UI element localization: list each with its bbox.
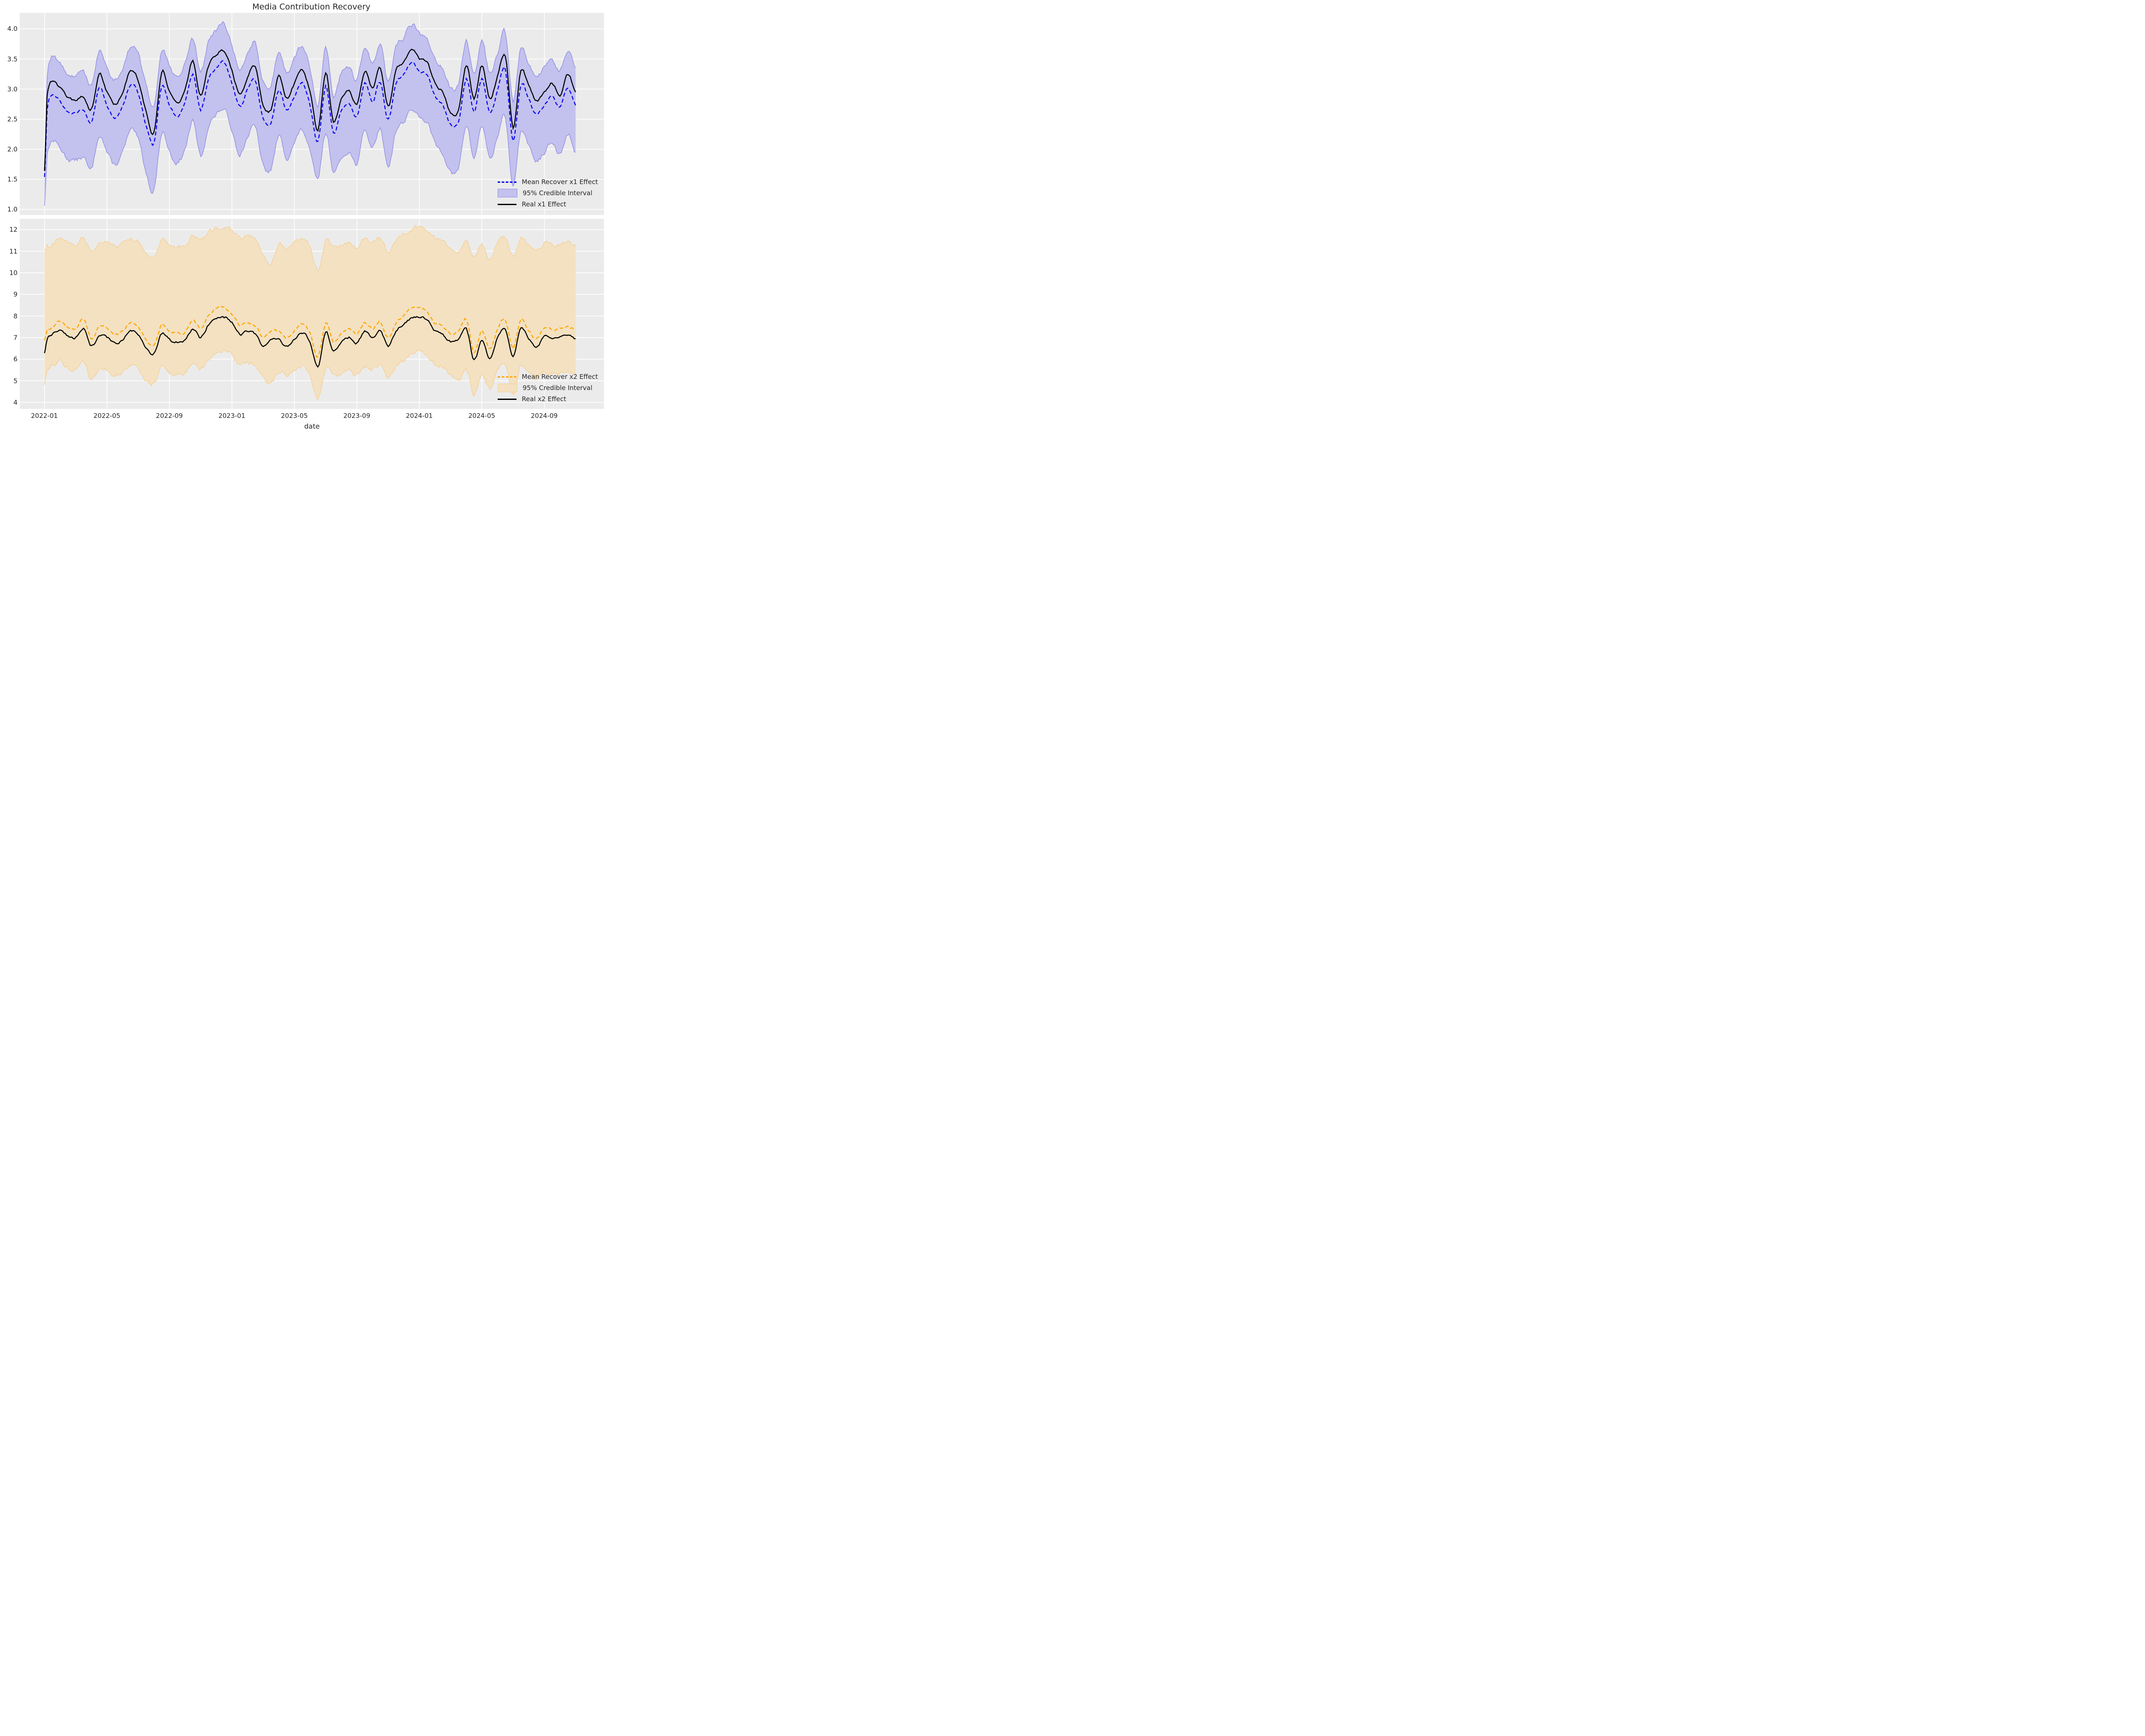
x-tick-label: 2024-01 [405, 412, 433, 420]
y-tick-label: 4.0 [7, 25, 18, 33]
x2-mean-line-swatch [498, 376, 517, 378]
x1-mean-recover-line [44, 60, 576, 177]
x2-mean-recover-line [44, 305, 576, 358]
y-tick-label: 1.0 [7, 206, 18, 214]
y-tick-label: 3.5 [7, 55, 18, 63]
y-tick-label: 12 [9, 226, 18, 234]
x-axis-label: date [304, 422, 320, 430]
legend-label: Real x1 Effect [522, 200, 566, 209]
y-tick-label: 8 [13, 312, 18, 320]
y-tick-label: 11 [9, 247, 18, 255]
x1-credible-interval-band [44, 21, 576, 206]
x-tick-label: 2022-01 [31, 412, 58, 420]
x2-real-line-swatch [498, 398, 517, 400]
legend-item: Mean Recover x1 Effect [498, 178, 598, 186]
x1-band-upper-edge [44, 21, 576, 166]
plot-area-x2: Mean Recover x2 Effect 95% Credible Inter… [19, 219, 604, 409]
legend-item: Real x2 Effect [498, 395, 598, 403]
legend-item: 95% Credible Interval [498, 384, 598, 392]
y-tick-label: 1.5 [7, 175, 18, 184]
legend-item: Real x1 Effect [498, 200, 598, 208]
legend-label: Mean Recover x1 Effect [522, 178, 598, 186]
x2-band-lower-edge [44, 349, 576, 400]
y-tick-label: 9 [13, 290, 18, 299]
x1-real-line-swatch [498, 203, 517, 205]
y-tick-label: 2.0 [7, 145, 18, 153]
y-tick-label: 3.0 [7, 85, 18, 93]
credible-interval-swatch [498, 189, 518, 198]
plot-area-x1: Mean Recover x1 Effect 95% Credible Inter… [19, 13, 604, 215]
legend-item: Mean Recover x2 Effect [498, 373, 598, 381]
y-tick-label: 10 [9, 269, 18, 277]
legend-label: Real x2 Effect [522, 395, 566, 403]
x-tick-label: 2024-05 [468, 412, 495, 420]
legend-label: 95% Credible Interval [523, 384, 592, 392]
x-tick-label: 2022-09 [156, 412, 183, 420]
y-tick-label: 4 [13, 398, 18, 406]
x1-mean-line-swatch [498, 181, 517, 183]
legend-x1: Mean Recover x1 Effect 95% Credible Inter… [498, 178, 598, 208]
x2-real-effect-line [44, 316, 576, 368]
y-tick-label: 6 [13, 355, 18, 363]
credible-interval-swatch [498, 384, 518, 392]
chart-title: Media Contribution Recovery [252, 2, 371, 12]
x-tick-label: 2022-05 [93, 412, 121, 420]
x1-band-lower-edge [44, 109, 576, 206]
y-tick-label: 5 [13, 377, 18, 385]
x-tick-label: 2023-05 [281, 412, 308, 420]
x1-chart-canvas [19, 13, 604, 215]
legend-label: 95% Credible Interval [523, 189, 592, 197]
legend-label: Mean Recover x2 Effect [522, 373, 598, 381]
x2-band-upper-edge [44, 224, 576, 272]
x2-credible-interval-band [44, 225, 576, 400]
y-tick-label: 7 [13, 333, 18, 342]
y-tick-label: 2.5 [7, 115, 18, 123]
x1-real-effect-line [44, 48, 576, 171]
figure-canvas: Media Contribution Recovery Mean Recover… [0, 0, 606, 434]
legend-item: 95% Credible Interval [498, 189, 598, 198]
x2-chart-canvas [19, 219, 604, 409]
x-tick-label: 2024-09 [531, 412, 558, 420]
x-tick-label: 2023-01 [218, 412, 245, 420]
x-tick-label: 2023-09 [343, 412, 371, 420]
legend-x2: Mean Recover x2 Effect 95% Credible Inter… [498, 373, 598, 403]
